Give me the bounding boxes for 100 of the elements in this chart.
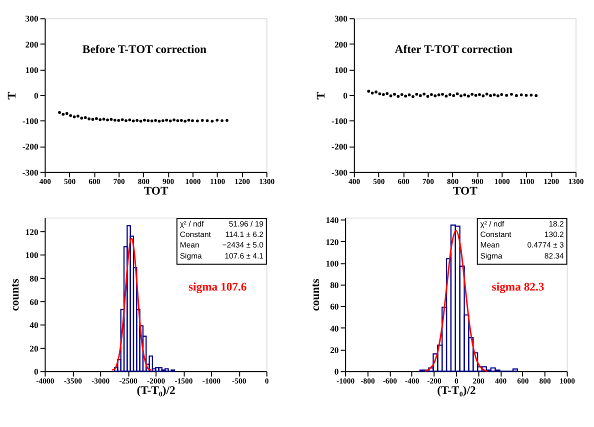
- x-tick-label: 0: [264, 376, 269, 386]
- y-tick-label: 0: [34, 90, 40, 100]
- annotation: sigma 107.6: [188, 280, 247, 294]
- point: [154, 118, 158, 122]
- point: [206, 119, 209, 122]
- annotation: sigma 82.3: [492, 280, 544, 294]
- point: [72, 115, 76, 118]
- x-tick-label: 600: [517, 376, 529, 386]
- x-tick-label: 400: [348, 177, 360, 186]
- x-tick-label: 1000: [494, 177, 510, 186]
- point: [176, 119, 180, 122]
- annotation: 18.2: [548, 219, 564, 228]
- x-tick-label: 1000: [560, 376, 576, 386]
- annotation: 107.6 ± 4.1: [224, 251, 264, 260]
- y-tick-label: 0: [334, 366, 340, 377]
- y-tick-label: 200: [334, 39, 348, 50]
- x-tick-label: -1000: [336, 376, 355, 386]
- x-axis-title: (T-T₀)/2: [437, 384, 476, 398]
- annotation: Mean: [180, 240, 200, 250]
- point: [88, 117, 91, 120]
- y-axis-title: counts: [8, 278, 22, 312]
- point: [91, 118, 94, 121]
- point: [172, 118, 176, 122]
- point: [84, 116, 87, 120]
- point: [76, 114, 80, 118]
- x-tick-label: 1200: [234, 177, 250, 186]
- x-tick-label: -200: [427, 376, 442, 386]
- point: [200, 118, 204, 122]
- x-tick-label: 800: [447, 177, 459, 186]
- x-tick-label: 500: [373, 177, 385, 186]
- point: [146, 119, 150, 122]
- x-tick-label: 800: [539, 376, 552, 386]
- y-tick-label: 120: [326, 236, 340, 247]
- point: [113, 118, 116, 122]
- y-tick-label: -300: [332, 167, 348, 178]
- x-tick-label: 400: [494, 376, 507, 386]
- point: [196, 119, 199, 122]
- annotation: 51.96 / 19: [228, 219, 264, 228]
- point: [139, 120, 142, 123]
- x-tick-label: -3000: [92, 376, 110, 386]
- x-axis-title: TOT: [144, 184, 168, 198]
- x-axis-title: TOT: [452, 184, 478, 198]
- x-tick-label: 900: [162, 177, 174, 186]
- y-tick-label: -300: [22, 167, 40, 178]
- point: [150, 119, 154, 122]
- point: [216, 118, 219, 122]
- y-tick-label: 200: [25, 39, 40, 50]
- x-tick-label: -2000: [146, 376, 166, 386]
- point: [106, 118, 109, 122]
- point: [168, 119, 172, 122]
- y-tick-label: -100: [332, 116, 348, 126]
- x-tick-label: -800: [360, 376, 375, 386]
- point: [143, 118, 146, 122]
- y-tick-label: 20: [330, 344, 340, 355]
- annotation: Sigma: [480, 251, 503, 260]
- annotation: Constant: [480, 230, 512, 240]
- y-tick-label: 60: [330, 302, 340, 312]
- x-tick-label: 600: [88, 177, 100, 186]
- point: [210, 120, 214, 123]
- point: [94, 117, 98, 120]
- y-tick-label: 100: [334, 64, 348, 75]
- annotation: 0.4774 ± 3: [527, 240, 564, 250]
- point: [65, 112, 68, 115]
- point: [136, 118, 139, 122]
- point: [110, 118, 113, 121]
- x-tick-label: 800: [138, 177, 150, 186]
- x-tick-label: -400: [404, 376, 420, 386]
- point: [69, 114, 72, 118]
- y-tick-label: -100: [22, 116, 40, 126]
- x-tick-label: 0: [454, 376, 458, 386]
- point: [128, 118, 132, 122]
- point: [62, 112, 65, 116]
- x-axis-title: (T-T₀)/2: [136, 384, 176, 398]
- point: [98, 118, 102, 122]
- y-tick-label: 120: [25, 226, 40, 237]
- x-tick-label: 900: [472, 177, 484, 186]
- y-tick-label: 300: [25, 14, 40, 24]
- x-tick-label: -2500: [119, 376, 138, 386]
- annotation: 114.1 ± 6.2: [225, 230, 264, 240]
- y-tick-label: 300: [334, 14, 348, 24]
- point: [132, 119, 135, 122]
- x-tick-label: 1100: [210, 177, 226, 186]
- y-tick-label: -200: [22, 142, 40, 152]
- point: [220, 119, 224, 122]
- y-tick-label: 60: [30, 296, 40, 307]
- y-tick-label: 80: [30, 273, 40, 284]
- x-tick-label: 400: [39, 177, 52, 186]
- point: [184, 120, 187, 123]
- point: [102, 118, 106, 121]
- annotation: χ² / ndf: [180, 219, 205, 228]
- x-tick-label: 700: [422, 177, 434, 186]
- point: [191, 119, 194, 122]
- text: After T-TOT correction: [394, 42, 513, 56]
- point: [187, 118, 190, 122]
- annotation: Mean: [480, 240, 500, 250]
- point: [180, 118, 183, 122]
- x-tick-label: -4000: [36, 376, 54, 386]
- x-tick-label: -600: [382, 376, 398, 386]
- x-tick-label: -3500: [64, 376, 82, 386]
- y-tick-label: 0: [343, 90, 348, 100]
